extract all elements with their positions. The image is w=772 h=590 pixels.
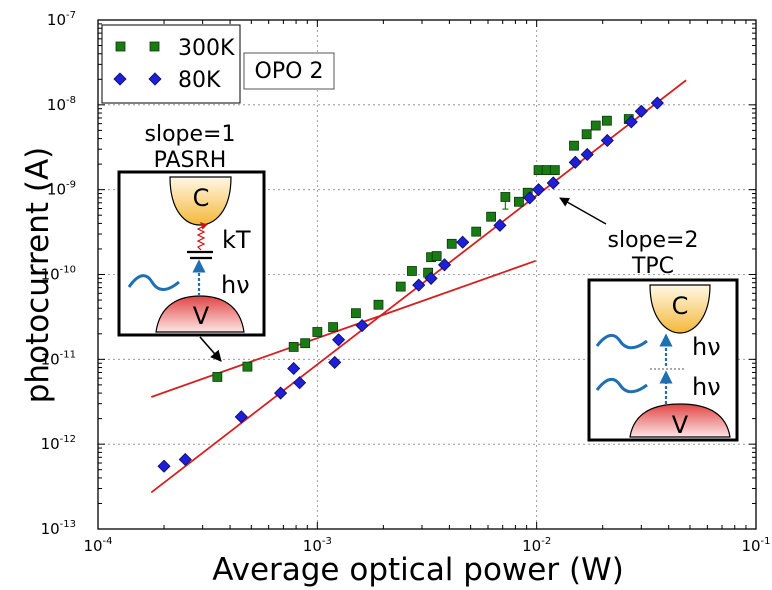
data-point-80k <box>355 319 369 333</box>
valence-band-label-right: V <box>672 411 689 439</box>
data-point-80k <box>634 104 648 118</box>
data-point-80k <box>332 333 346 347</box>
data-point-300k <box>541 165 552 176</box>
y-tick-label: 10-11 <box>41 349 76 368</box>
data-point-300k <box>500 192 511 202</box>
data-point-300k <box>431 251 442 261</box>
hv-label-left: hν <box>221 271 250 299</box>
axis-ticks <box>97 20 756 530</box>
data-point-300k <box>590 120 601 131</box>
opo-label: OPO 2 <box>255 59 324 84</box>
slope1-mechanism: PASRH <box>154 148 227 173</box>
legend-marker-80k-2 <box>148 72 162 86</box>
data-point-300k <box>351 308 361 319</box>
data-point-80k <box>157 459 171 473</box>
data-point-80k <box>600 133 614 148</box>
slope2-mechanism: TPC <box>631 254 674 279</box>
data-point-80k <box>274 386 288 400</box>
data-point-300k <box>581 129 592 140</box>
y-tick-label: 10-9 <box>47 180 76 199</box>
tick-labels: 10-4 10-3 10-2 10-1 10-13 10-12 10-11 10-10 10-9… <box>41 10 771 555</box>
data-point-80k <box>287 361 301 376</box>
data-point-80k <box>546 176 560 190</box>
legend: 300K 80K <box>101 24 241 104</box>
data-point-80k <box>437 258 452 272</box>
slope2-arrow <box>559 197 607 225</box>
data-point-80k <box>531 183 546 197</box>
x-tick-label: 10-3 <box>303 536 332 555</box>
data-point-80k <box>493 218 507 232</box>
slope1-arrow <box>199 336 222 362</box>
valence-band-label: V <box>193 302 210 330</box>
legend-marker-300k <box>115 41 126 52</box>
y-tick-label: 10-12 <box>41 434 76 453</box>
legend-label-300k: 300K <box>178 36 235 61</box>
data-point-80k <box>523 191 537 205</box>
slope2-label: slope=2 <box>608 228 699 253</box>
series-300k <box>212 114 634 382</box>
inset-tpc: C V hν hν <box>587 278 739 442</box>
data-point-80k <box>328 355 342 369</box>
valence-band-shape-right <box>629 403 731 438</box>
data-point-300k <box>514 196 524 207</box>
opo-box <box>243 52 335 90</box>
data-point-300k <box>549 165 560 176</box>
hv-label-lower: hν <box>692 373 721 401</box>
kt-label: kT <box>222 226 251 254</box>
data-point-300k <box>328 322 338 332</box>
data-point-300k <box>300 338 311 349</box>
data-point-300k <box>569 140 579 151</box>
hv-label-upper: hν <box>692 333 721 361</box>
data-point-80k <box>456 235 470 249</box>
series-80k <box>157 96 664 473</box>
y-tick-label: 10-7 <box>47 10 76 29</box>
x-tick-label: 10-4 <box>83 536 112 555</box>
inset-pasrh: C V kT hν <box>117 170 266 337</box>
data-point-80k <box>424 271 438 285</box>
x-tick-label: 10-2 <box>522 536 551 555</box>
data-point-300k <box>471 226 482 237</box>
data-point-300k <box>486 211 497 222</box>
data-point-300k <box>407 266 417 276</box>
data-point-300k <box>446 238 457 249</box>
slope1-label: slope=1 <box>145 122 236 147</box>
photon-wave-icon-upper <box>595 333 648 350</box>
data-point-300k <box>242 361 253 372</box>
y-tick-label: 10-13 <box>41 519 76 538</box>
data-point-80k <box>650 96 664 110</box>
data-point-300k <box>212 372 223 382</box>
data-point-300k <box>601 115 612 126</box>
legend-box <box>101 24 241 104</box>
photon-wave-icon-lower <box>595 377 648 394</box>
legend-label-80k: 80K <box>178 68 221 93</box>
plot-frame <box>97 19 757 530</box>
photon-wave-icon <box>127 274 180 291</box>
data-point-300k <box>312 327 323 337</box>
legend-marker-300k-2 <box>149 41 160 52</box>
conduction-band-label: C <box>193 184 210 212</box>
thermal-excitation-arrow <box>196 221 208 251</box>
conduction-band-label-right: C <box>672 292 689 320</box>
y-tick-label: 10-10 <box>41 265 76 284</box>
data-point-300k <box>288 342 299 352</box>
x-axis-title: Average optical power (W) <box>212 552 624 588</box>
legend-marker-80k <box>113 72 127 86</box>
conduction-band-shape-right <box>649 284 711 334</box>
data-point-300k <box>395 281 406 292</box>
data-point-80k <box>178 452 192 467</box>
data-point-80k <box>568 155 582 169</box>
data-point-300k <box>533 165 544 176</box>
data-point-80k <box>293 376 307 390</box>
data-point-80k <box>234 410 248 424</box>
x-tick-label: 10-1 <box>741 536 770 555</box>
data-point-300k <box>373 299 384 310</box>
data-point-80k <box>624 115 638 129</box>
data-point-80k <box>580 147 594 162</box>
data-point-80k <box>412 278 426 292</box>
data-points <box>157 96 664 473</box>
y-tick-label: 10-8 <box>47 95 76 114</box>
y-axis-title: photocurrent (A) <box>20 147 56 404</box>
